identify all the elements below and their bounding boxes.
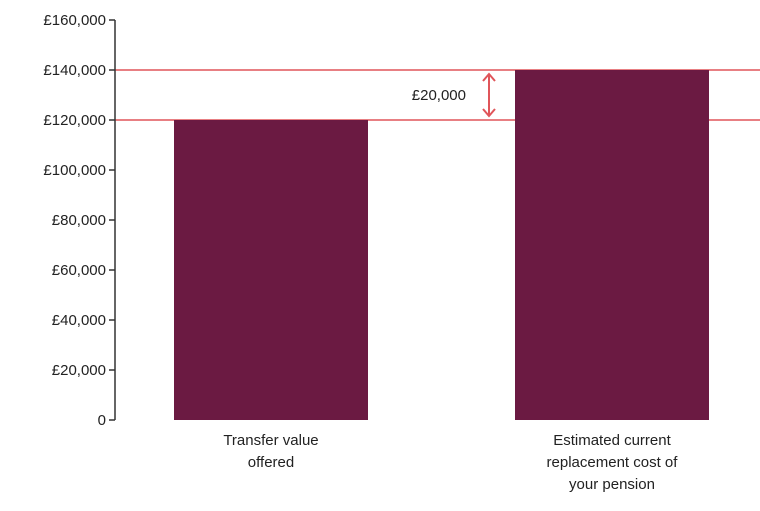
bar-2 bbox=[515, 70, 709, 420]
y-tick-label: £140,000 bbox=[43, 62, 106, 79]
bar-1 bbox=[174, 120, 368, 420]
y-tick-label: £160,000 bbox=[43, 12, 106, 29]
difference-annotation: £20,000 bbox=[412, 72, 496, 118]
category-label-line: replacement cost of bbox=[547, 454, 679, 471]
double-arrow-icon bbox=[482, 72, 496, 118]
category-label-line: Estimated current bbox=[553, 432, 671, 449]
category-label-line: your pension bbox=[569, 476, 655, 493]
y-tick-label: £120,000 bbox=[43, 112, 106, 129]
y-tick-label: £40,000 bbox=[52, 312, 106, 329]
y-tick-label: £20,000 bbox=[52, 362, 106, 379]
difference-label: £20,000 bbox=[412, 87, 466, 104]
y-tick-label: 0 bbox=[98, 412, 106, 429]
y-tick-label: £80,000 bbox=[52, 212, 106, 229]
y-ticks: 0 £20,000 £40,000 £60,000 £80,000 £100,000 £12… bbox=[43, 12, 115, 429]
category-label-line: Transfer value bbox=[223, 432, 318, 449]
y-tick-label: £100,000 bbox=[43, 162, 106, 179]
bars bbox=[174, 70, 709, 420]
category-label-line: offered bbox=[248, 454, 294, 471]
category-labels: Transfer value offered Estimated current re… bbox=[223, 432, 678, 493]
y-tick-label: £60,000 bbox=[52, 262, 106, 279]
category-label-1: Transfer value offered bbox=[223, 432, 318, 471]
category-label-2: Estimated current replacement cost of your… bbox=[547, 432, 679, 493]
